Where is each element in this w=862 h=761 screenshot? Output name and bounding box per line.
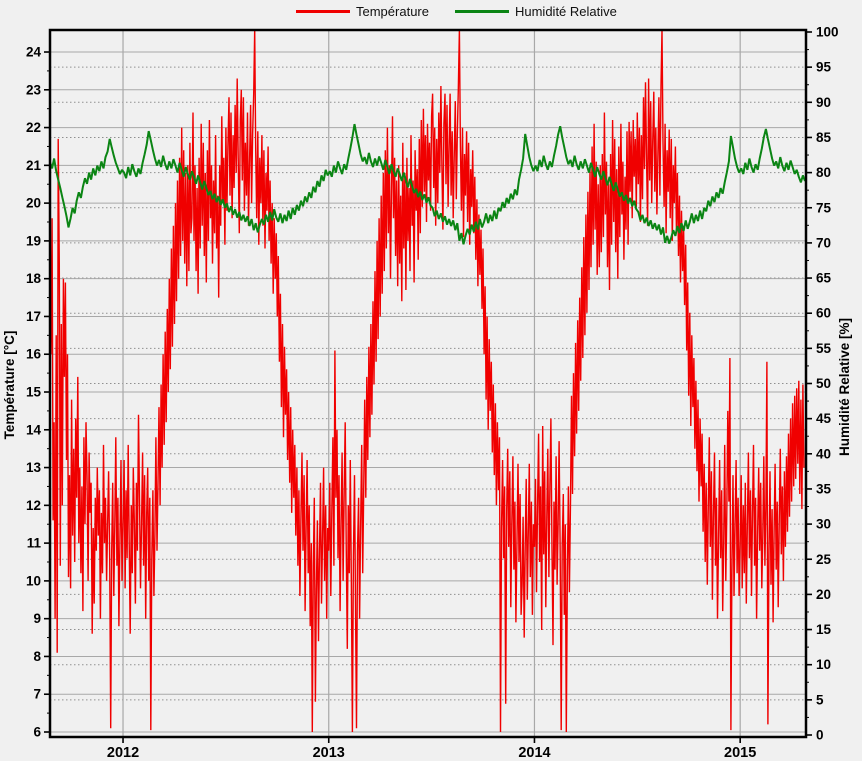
- svg-text:19: 19: [26, 233, 41, 248]
- svg-text:95: 95: [816, 60, 832, 75]
- svg-text:25: 25: [816, 552, 832, 567]
- svg-text:10: 10: [26, 573, 41, 588]
- svg-text:10: 10: [816, 657, 831, 672]
- series-group: [51, 31, 805, 733]
- svg-text:55: 55: [816, 341, 832, 356]
- svg-text:18: 18: [26, 271, 42, 286]
- x-tick-2013: 2013: [313, 745, 345, 761]
- gridlines: [50, 30, 806, 737]
- svg-text:6: 6: [33, 725, 41, 740]
- svg-text:7: 7: [33, 687, 41, 702]
- svg-text:15: 15: [26, 385, 42, 400]
- svg-text:70: 70: [816, 235, 831, 250]
- temperature-line-swatch: [296, 10, 350, 13]
- humidity-series: [51, 123, 805, 245]
- temperature-series: [51, 31, 805, 733]
- svg-text:60: 60: [816, 306, 831, 321]
- svg-text:20: 20: [816, 587, 831, 602]
- svg-text:23: 23: [26, 82, 42, 97]
- x-tick-2012: 2012: [107, 745, 139, 761]
- chart-legend: Température Humidité Relative: [296, 4, 617, 19]
- svg-text:90: 90: [816, 95, 831, 110]
- svg-text:16: 16: [26, 347, 42, 362]
- axis-labels: 6 7 8 9 10 11 12 13 14 15 16 17 18 19 20 21 22 23 24 0 5 10 15…: [26, 25, 839, 761]
- svg-text:0: 0: [816, 728, 824, 743]
- svg-text:35: 35: [816, 481, 832, 496]
- svg-text:24: 24: [26, 45, 42, 60]
- svg-text:65: 65: [816, 271, 832, 286]
- svg-text:85: 85: [816, 130, 832, 145]
- legend-label-humidity: Humidité Relative: [514, 4, 617, 19]
- svg-text:20: 20: [26, 196, 41, 211]
- svg-text:14: 14: [26, 422, 42, 437]
- svg-text:17: 17: [26, 309, 41, 324]
- svg-text:5: 5: [816, 692, 824, 707]
- svg-text:13: 13: [26, 460, 42, 475]
- svg-text:45: 45: [816, 411, 832, 426]
- svg-text:21: 21: [26, 158, 42, 173]
- legend-label-temperature: Température: [356, 4, 429, 19]
- legend-item-temperature: Température: [296, 4, 429, 19]
- svg-text:8: 8: [33, 649, 41, 664]
- svg-text:40: 40: [816, 446, 831, 461]
- svg-text:50: 50: [816, 376, 831, 391]
- svg-text:80: 80: [816, 165, 831, 180]
- x-tick-2015: 2015: [724, 745, 756, 761]
- legend-item-humidity: Humidité Relative: [454, 4, 617, 19]
- svg-text:11: 11: [27, 536, 42, 551]
- svg-text:12: 12: [26, 498, 41, 513]
- x-tick-2014: 2014: [518, 745, 550, 761]
- left-axis-title: Température [°C]: [2, 331, 17, 440]
- svg-text:30: 30: [816, 517, 831, 532]
- humidity-line-swatch: [454, 10, 509, 13]
- svg-text:22: 22: [26, 120, 41, 135]
- svg-text:15: 15: [816, 622, 832, 637]
- svg-text:100: 100: [816, 25, 839, 40]
- svg-text:75: 75: [816, 200, 832, 215]
- svg-text:9: 9: [33, 611, 41, 626]
- right-axis-title: Humidité Relative [%]: [837, 318, 852, 456]
